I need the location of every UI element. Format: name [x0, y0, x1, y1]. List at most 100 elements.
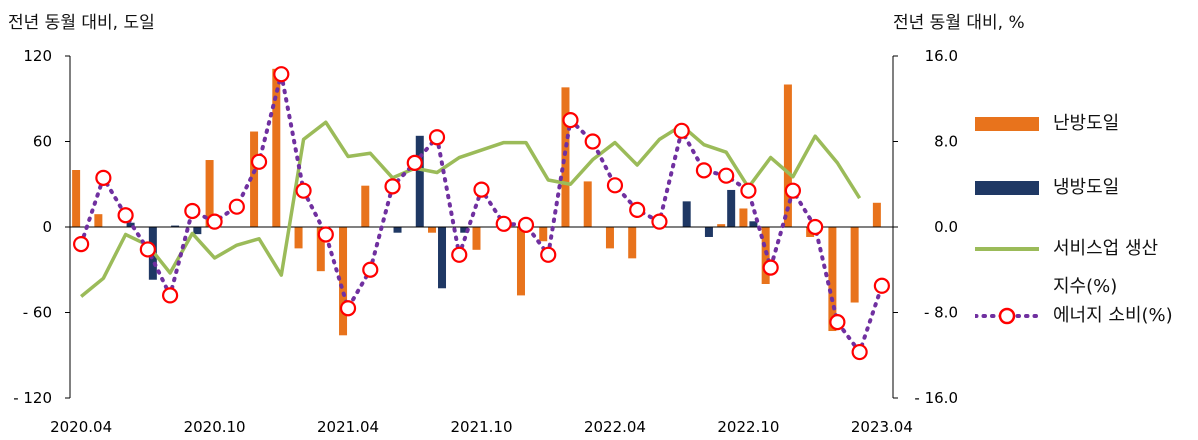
- energy-point: [606, 177, 624, 194]
- energy-point: [784, 182, 802, 199]
- legend-item-cooling: 냉방도일: [975, 176, 1119, 200]
- energy-point: [718, 167, 735, 184]
- heating-bar: [472, 227, 481, 250]
- energy-point: [161, 287, 179, 304]
- energy-point: [829, 314, 846, 331]
- energy-point: [206, 213, 223, 230]
- energy-point: [851, 343, 868, 361]
- left-tick-label: - 60: [23, 304, 52, 322]
- left-tick-label: 60: [33, 133, 52, 151]
- heating-bar: [272, 68, 281, 227]
- legend-label-energy: 에너지 소비(%): [1053, 305, 1173, 326]
- heating-bar: [72, 170, 81, 227]
- left-axis-ticks: 120 60 0 - 60 - 120: [13, 47, 70, 407]
- right-axis-ticks: 16.0 8.0 0.0 - 8.0 - 16.0: [893, 47, 958, 407]
- energy-point: [295, 182, 312, 199]
- heating-bar: [717, 224, 726, 227]
- heating-bar: [872, 202, 881, 227]
- service-series-line: [80, 120, 862, 298]
- energy-point: [117, 207, 134, 224]
- energy-point: [562, 112, 579, 129]
- cooling-bar: [749, 221, 758, 227]
- right-tick-label: 8.0: [934, 133, 958, 151]
- x-tick-label: 2022.10: [717, 418, 779, 436]
- legend-swatch-cooling: [975, 181, 1039, 195]
- heating-bar: [761, 227, 770, 284]
- energy-point: [673, 122, 690, 139]
- energy-point: [428, 129, 446, 146]
- heating-bar: [94, 214, 103, 227]
- energy-point: [339, 300, 357, 317]
- y-left-title: 전년 동월 대비, 도일: [8, 13, 155, 33]
- energy-point: [184, 202, 201, 220]
- cooling-bar: [438, 227, 447, 289]
- heating-bar: [428, 227, 437, 233]
- energy-point: [695, 162, 713, 179]
- heating-bar: [294, 227, 303, 249]
- service-line: [80, 120, 862, 298]
- right-tick-label: - 16.0: [914, 389, 958, 407]
- cooling-bar: [704, 227, 713, 237]
- heating-bar: [361, 185, 370, 227]
- heating-bar: [628, 227, 637, 259]
- cooling-bar: [171, 225, 180, 227]
- energy-point: [873, 277, 890, 294]
- energy-line: [73, 66, 890, 361]
- energy-point: [384, 178, 401, 195]
- right-tick-label: - 8.0: [924, 304, 958, 322]
- energy-point: [228, 198, 245, 215]
- energy-point: [406, 154, 423, 171]
- y-right-title: 전년 동월 대비, %: [893, 13, 1025, 33]
- cooling-bar: [460, 227, 469, 233]
- energy-point: [273, 66, 290, 83]
- energy-point: [451, 246, 468, 263]
- energy-point: [362, 261, 379, 278]
- cooling-bar: [193, 227, 202, 235]
- heating-bar: [828, 227, 837, 332]
- energy-point: [584, 133, 601, 150]
- energy-point: [629, 201, 646, 218]
- heating-bar: [783, 84, 792, 227]
- legend-swatch-service: [975, 247, 1039, 251]
- x-tick-label: 2022.04: [584, 418, 646, 436]
- heating-bar: [539, 227, 548, 242]
- left-tick-label: 120: [23, 47, 52, 65]
- energy-point: [139, 241, 156, 258]
- cooling-bar: [393, 227, 402, 233]
- energy-point: [95, 169, 112, 186]
- legend-label-cooling: 냉방도일: [1053, 177, 1120, 198]
- cooling-bar: [682, 201, 691, 227]
- energy-point: [740, 182, 757, 199]
- x-tick-label: 2021.10: [450, 418, 512, 436]
- heating-bar: [516, 227, 525, 296]
- energy-point: [473, 181, 490, 198]
- legend-item-heating: 난방도일: [975, 112, 1119, 136]
- heating-bar: [583, 181, 592, 227]
- heating-bar: [250, 131, 259, 227]
- x-tick-label: 2020.10: [184, 418, 246, 436]
- right-tick-label: 0.0: [934, 218, 958, 236]
- heating-bar: [561, 87, 570, 227]
- x-axis-ticks: 2020.04 2020.10 2021.04 2021.10 2022.04 2022.…: [50, 418, 913, 436]
- heating-bar: [739, 208, 748, 227]
- left-tick-label: 0: [42, 218, 52, 236]
- heating-bars: [72, 68, 881, 336]
- cooling-bar: [727, 189, 736, 227]
- heating-bar: [605, 227, 614, 249]
- energy-point: [495, 215, 512, 232]
- cooling-bar: [126, 222, 135, 227]
- energy-point: [517, 216, 535, 233]
- left-tick-label: - 120: [13, 389, 52, 407]
- energy-point: [250, 153, 268, 170]
- heating-bar: [339, 227, 348, 336]
- legend-item-energy: 에너지 소비(%): [975, 304, 1173, 328]
- legend-swatch-heating: [975, 117, 1039, 131]
- x-tick-label: 2023.04: [851, 418, 913, 436]
- energy-point: [762, 259, 779, 276]
- energy-point: [651, 213, 668, 230]
- heating-bar: [316, 227, 325, 272]
- energy-point: [807, 218, 824, 236]
- energy-point: [540, 246, 557, 263]
- legend-swatch-energy: [975, 307, 1039, 325]
